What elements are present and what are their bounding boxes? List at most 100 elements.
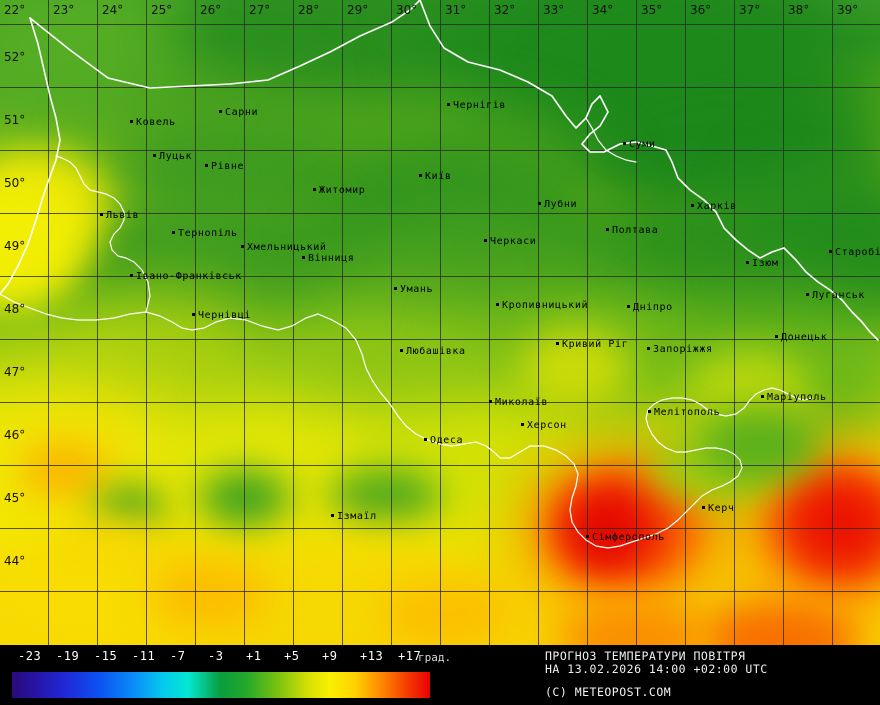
city-marker-dot bbox=[806, 293, 809, 296]
city-marker-dot bbox=[447, 103, 450, 106]
city-label: Житомир bbox=[313, 186, 365, 196]
city-label: Керч bbox=[702, 504, 734, 514]
city-name: Рівне bbox=[211, 161, 245, 172]
city-name: Полтава bbox=[612, 225, 659, 236]
city-marker-dot bbox=[521, 423, 524, 426]
city-name: Старобільськ bbox=[835, 247, 880, 258]
legend-panel: -23 -19 -15 -11 -7 -3 +1 +5 +9 +13 +17 град. bbox=[0, 645, 880, 705]
city-name: Львів bbox=[106, 210, 140, 221]
city-marker-dot bbox=[419, 174, 422, 177]
city-marker-dot bbox=[648, 410, 651, 413]
city-marker-dot bbox=[647, 347, 650, 350]
city-label: Тернопіль bbox=[172, 229, 238, 239]
lat-label: 50° bbox=[4, 176, 26, 190]
city-marker-dot bbox=[192, 313, 195, 316]
color-scale-tick: +5 bbox=[284, 649, 300, 663]
city-marker-dot bbox=[241, 245, 244, 248]
city-label: Суми bbox=[623, 140, 655, 150]
lat-label: 52° bbox=[4, 50, 26, 64]
lon-label: 30° bbox=[396, 3, 418, 17]
lat-label: 46° bbox=[4, 428, 26, 442]
city-marker-dot bbox=[172, 231, 175, 234]
city-label: Мелітополь bbox=[648, 408, 720, 418]
city-name: Чернігів bbox=[453, 100, 506, 111]
city-label: Черкаси bbox=[484, 237, 536, 247]
city-label: Харків bbox=[691, 202, 737, 212]
city-label: Київ bbox=[419, 172, 451, 182]
color-scale-gradient bbox=[12, 672, 430, 698]
city-marker-dot bbox=[424, 438, 427, 441]
city-label: Запоріжжя bbox=[647, 345, 713, 355]
city-name: Умань bbox=[400, 284, 434, 295]
city-label: Ковель bbox=[130, 118, 176, 128]
lon-label: 35° bbox=[641, 3, 663, 17]
city-marker-dot bbox=[130, 120, 133, 123]
city-name: Дніпро bbox=[633, 302, 673, 313]
city-marker-dot bbox=[219, 110, 222, 113]
city-marker-dot bbox=[691, 204, 694, 207]
city-name: Ізюм bbox=[752, 258, 779, 269]
lon-label: 23° bbox=[53, 3, 75, 17]
lon-label: 32° bbox=[494, 3, 516, 17]
city-marker-dot bbox=[394, 287, 397, 290]
city-label: Кропивницький bbox=[496, 301, 588, 311]
city-name: Маріуполь bbox=[767, 392, 827, 403]
color-scale bbox=[12, 672, 430, 698]
city-name: Івано-Франківськ bbox=[136, 271, 242, 282]
lat-label: 51° bbox=[4, 113, 26, 127]
lon-label: 34° bbox=[592, 3, 614, 17]
city-name: Луганськ bbox=[812, 290, 865, 301]
city-name: Донецьк bbox=[781, 332, 828, 343]
lon-label: 38° bbox=[788, 3, 810, 17]
lon-label: 26° bbox=[200, 3, 222, 17]
city-marker-dot bbox=[775, 335, 778, 338]
city-name: Керч bbox=[708, 503, 735, 514]
city-name: Кропивницький bbox=[502, 300, 589, 311]
lon-label: 24° bbox=[102, 3, 124, 17]
lon-label: 25° bbox=[151, 3, 173, 17]
color-scale-tick: +13 bbox=[360, 649, 384, 663]
city-name: Черкаси bbox=[490, 236, 537, 247]
city-marker-dot bbox=[746, 261, 749, 264]
city-marker-dot bbox=[484, 239, 487, 242]
city-name: Вінниця bbox=[308, 253, 355, 264]
city-label: Херсон bbox=[521, 421, 567, 431]
city-marker-dot bbox=[331, 514, 334, 517]
city-name: Одеса bbox=[430, 435, 464, 446]
lon-label: 36° bbox=[690, 3, 712, 17]
color-scale-tick: -15 bbox=[94, 649, 118, 663]
city-marker-dot bbox=[761, 395, 764, 398]
city-marker-dot bbox=[313, 188, 316, 191]
temperature-map[interactable]: 22° 23° 24° 25° 26° 27° 28° 29° 30° 31° … bbox=[0, 0, 880, 645]
lat-label: 44° bbox=[4, 554, 26, 568]
city-name: Херсон bbox=[527, 420, 567, 431]
lat-label: 49° bbox=[4, 239, 26, 253]
city-label: Чернігів bbox=[447, 101, 506, 111]
city-marker-dot bbox=[205, 164, 208, 167]
color-scale-unit: град. bbox=[418, 651, 452, 664]
city-marker-dot bbox=[302, 256, 305, 259]
city-name: Лубни bbox=[544, 199, 578, 210]
city-name: Сімферополь bbox=[592, 532, 665, 543]
forecast-datetime: НА 13.02.2026 14:00 +02:00 UTC bbox=[545, 662, 768, 676]
lat-label: 47° bbox=[4, 365, 26, 379]
lon-label: 33° bbox=[543, 3, 565, 17]
city-marker-dot bbox=[829, 250, 832, 253]
forecast-info: ПРОГНОЗ ТЕМПЕРАТУРИ ПОВІТРЯ НА 13.02.202… bbox=[545, 650, 768, 676]
city-marker-dot bbox=[702, 506, 705, 509]
city-label: Старобільськ bbox=[829, 248, 880, 258]
city-name: Хмельницький bbox=[247, 242, 327, 253]
city-name: Любашівка bbox=[406, 346, 466, 357]
city-name: Ізмаїл bbox=[337, 511, 377, 522]
city-marker-dot bbox=[130, 274, 133, 277]
city-marker-dot bbox=[100, 213, 103, 216]
city-marker-dot bbox=[556, 342, 559, 345]
city-label: Полтава bbox=[606, 226, 658, 236]
city-marker-dot bbox=[627, 305, 630, 308]
color-scale-tick: +9 bbox=[322, 649, 338, 663]
forecast-title: ПРОГНОЗ ТЕМПЕРАТУРИ ПОВІТРЯ bbox=[545, 649, 746, 663]
city-label: Кривий Ріг bbox=[556, 340, 628, 350]
city-name: Суми bbox=[629, 139, 656, 150]
lon-label: 28° bbox=[298, 3, 320, 17]
